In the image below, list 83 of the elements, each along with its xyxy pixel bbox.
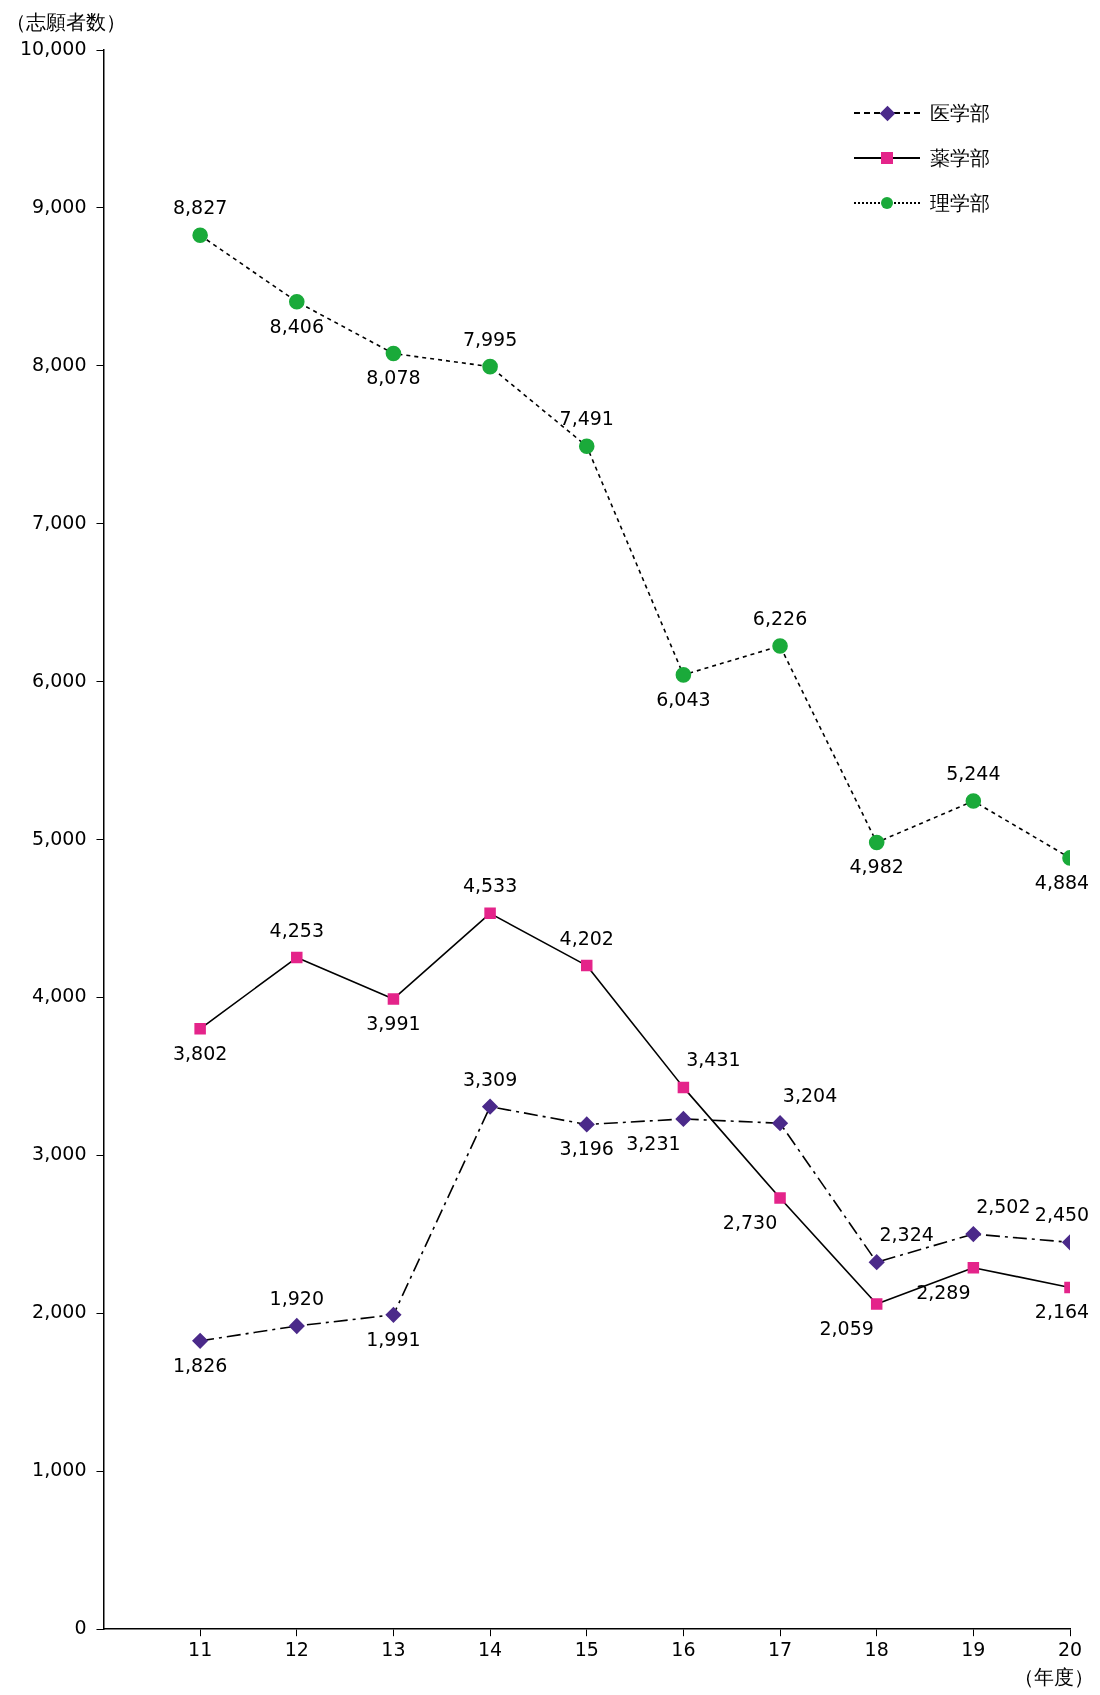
data-label: 4,982 [849,855,904,878]
point [192,227,208,244]
x-axis-title: （年度） [1014,1665,1094,1690]
point [965,793,982,809]
legend-label: 理学部 [930,189,990,217]
point [772,638,788,654]
data-label: 7,995 [462,327,518,350]
y-axis-title: （志願者数） [6,10,126,35]
point [578,438,595,455]
point [675,1111,692,1127]
x-tick-label: 17 [767,1637,793,1660]
data-label: 8,078 [366,366,421,389]
data-label: 4,884 [1034,870,1090,893]
data-label: 8,827 [172,196,228,219]
data-label: 2,324 [879,1223,934,1246]
y-tick-label: 9,000 [32,194,87,217]
point [192,1333,208,1349]
point [387,993,400,1005]
data-label: 5,244 [946,762,1001,785]
point [965,1226,982,1242]
data-label: 2,164 [1034,1300,1090,1323]
legend-label: 医学部 [930,99,990,127]
y-tick-label: 1,000 [32,1458,87,1481]
x-tick-label: 13 [381,1637,406,1660]
data-label: 2,289 [916,1280,971,1303]
point [194,1023,206,1035]
point [482,358,498,375]
y-tick-label: 6,000 [32,668,87,691]
data-label: 3,309 [462,1067,518,1090]
x-tick-label: 14 [478,1637,503,1660]
y-tick-label: 5,000 [32,826,87,849]
data-label: 1,991 [366,1327,421,1350]
point [482,1098,498,1115]
data-label: 7,491 [559,407,614,430]
data-label: 2,730 [722,1211,778,1234]
point [772,1115,788,1132]
legend-label: 薬学部 [930,144,990,172]
data-label: 2,450 [1034,1203,1090,1226]
data-label: 3,231 [626,1131,681,1154]
data-label: 1,920 [269,1286,324,1309]
data-label: 3,204 [782,1084,838,1107]
x-tick-label: 18 [864,1637,889,1660]
point [484,907,496,920]
data-label: 3,431 [686,1048,741,1071]
point [677,1081,690,1094]
point [675,667,692,683]
data-label: 6,043 [656,687,711,710]
x-tick-label: 11 [188,1637,213,1660]
point [288,293,305,310]
x-tick-label: 16 [671,1637,696,1660]
data-label: 3,991 [366,1011,421,1034]
data-label: 6,226 [752,606,808,629]
y-tick-label: 8,000 [32,352,87,375]
y-tick-label: 10,000 [20,36,87,59]
y-tick-label: 7,000 [32,510,87,533]
y-tick-label: 4,000 [32,984,87,1007]
data-label: 2,502 [976,1195,1031,1218]
point [868,834,885,851]
point [967,1261,980,1274]
data-label: 2,059 [819,1316,874,1339]
data-label: 1,826 [172,1353,228,1376]
point [385,345,402,362]
point [291,951,303,964]
x-tick-label: 12 [284,1637,309,1660]
point [578,1116,595,1133]
data-label: 4,533 [462,874,518,897]
x-tick-label: 15 [574,1637,599,1660]
point [288,1318,305,1334]
data-label: 3,196 [559,1137,614,1160]
y-tick-label: 3,000 [32,1142,87,1165]
point [868,1254,885,1270]
point [870,1298,883,1310]
y-tick-label: 0 [74,1616,87,1639]
data-label: 3,802 [172,1041,228,1064]
point [385,1306,402,1323]
x-tick-label: 19 [961,1637,986,1660]
y-tick-label: 2,000 [32,1300,87,1323]
x-tick-label: 20 [1057,1637,1083,1660]
data-label: 4,202 [559,926,614,949]
point [774,1192,786,1204]
data-label: 4,253 [269,918,324,941]
data-label: 8,406 [269,314,324,337]
point [580,959,593,972]
